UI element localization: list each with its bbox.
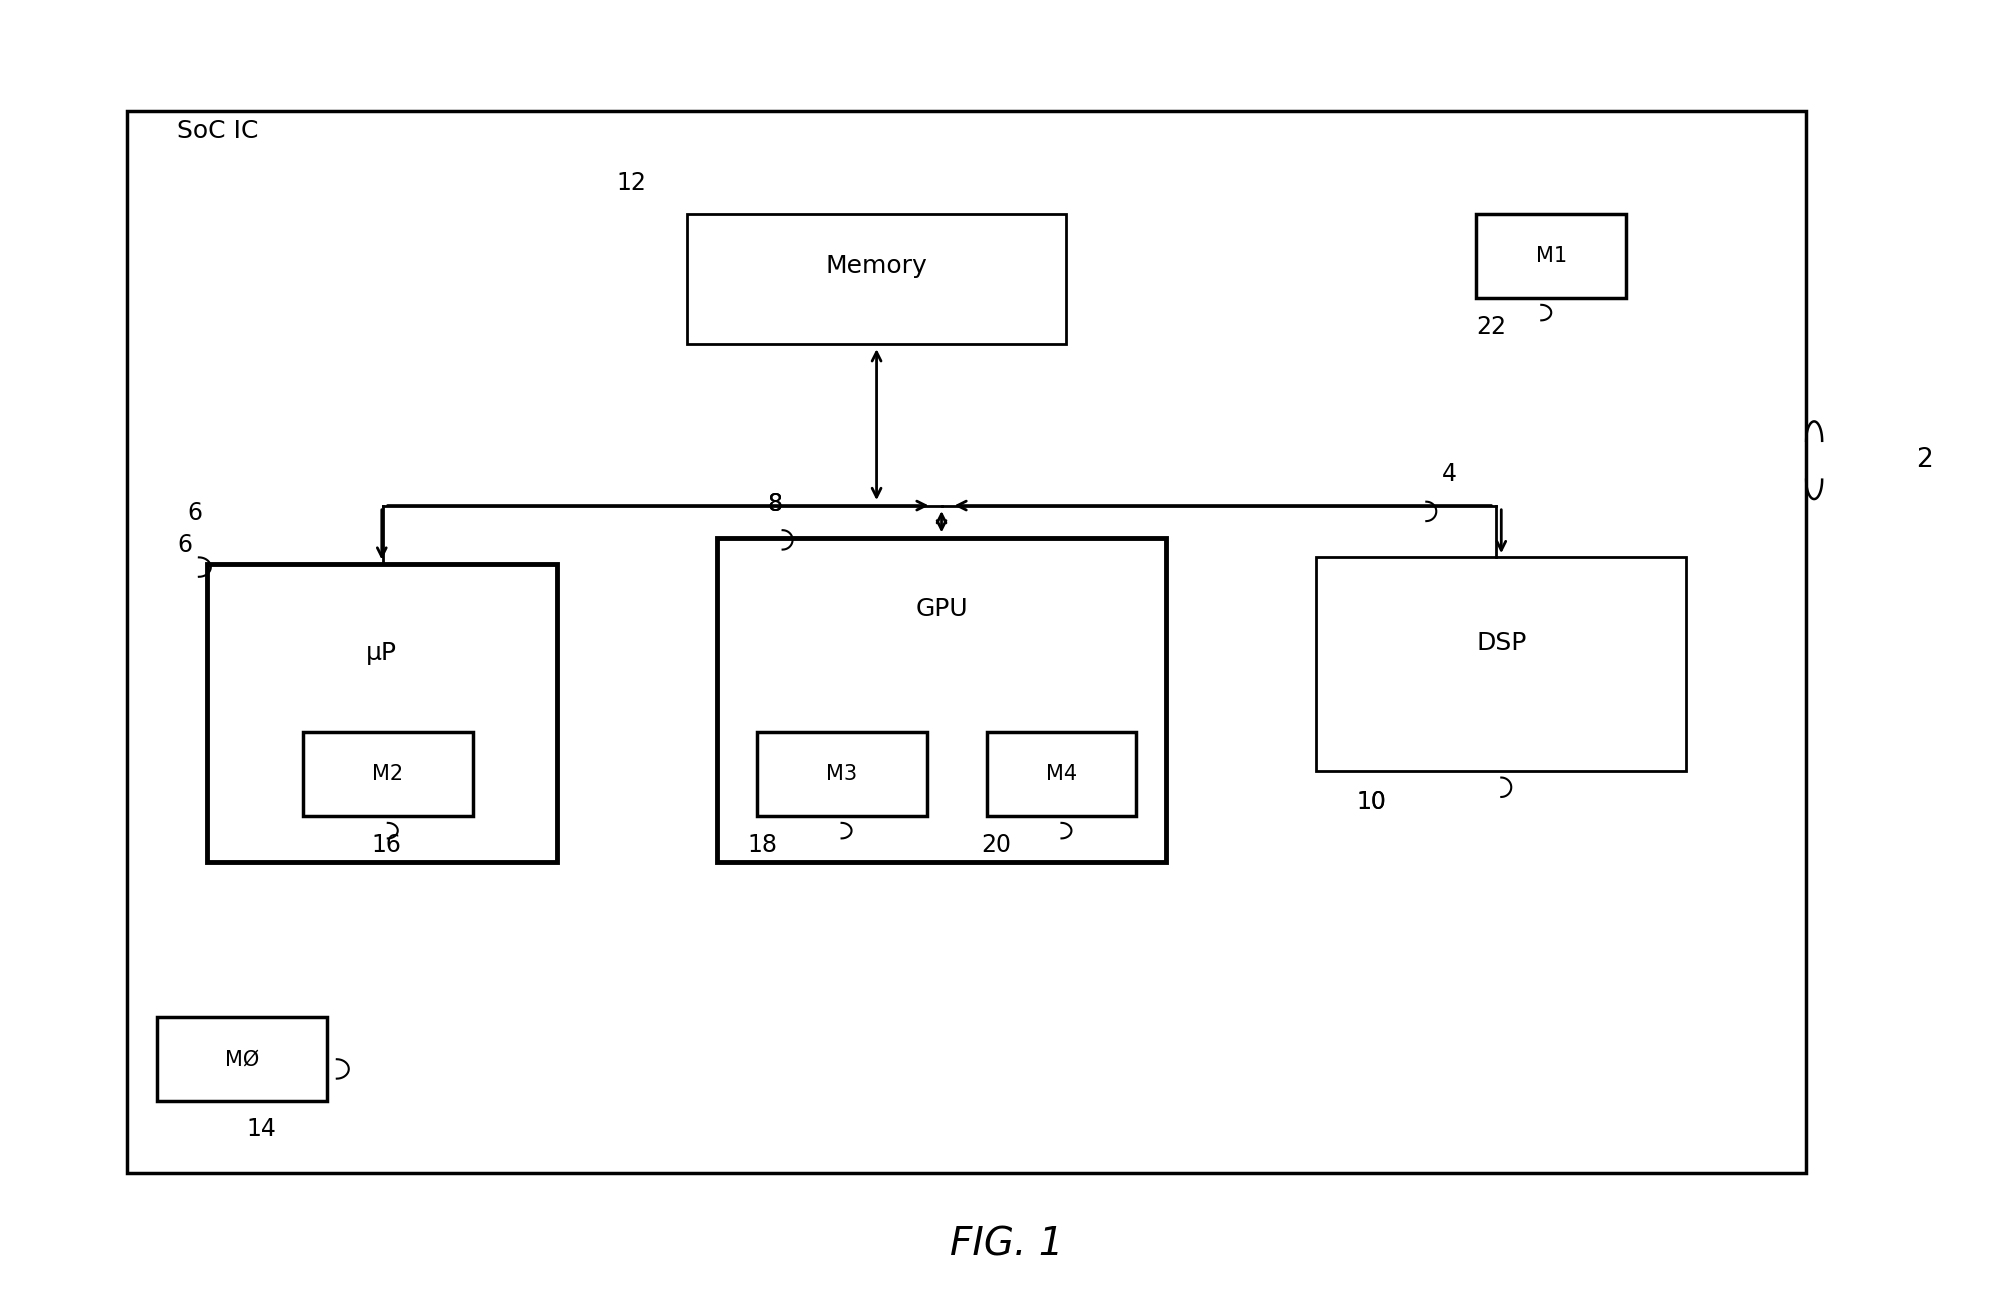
- Text: Memory: Memory: [825, 254, 928, 278]
- Text: FIG. 1: FIG. 1: [950, 1225, 1063, 1263]
- Text: 6: 6: [187, 501, 203, 525]
- Text: 22: 22: [1476, 315, 1506, 339]
- Text: M2: M2: [372, 764, 403, 784]
- Bar: [986, 732, 1137, 817]
- Bar: [1317, 558, 1687, 771]
- Text: MØ: MØ: [225, 1050, 260, 1069]
- Text: 2: 2: [1916, 448, 1932, 474]
- Text: 10: 10: [1357, 791, 1387, 814]
- Text: M1: M1: [1536, 246, 1566, 266]
- Text: 4: 4: [1441, 462, 1457, 486]
- Text: GPU: GPU: [916, 597, 968, 622]
- Bar: [686, 215, 1067, 344]
- Bar: [717, 538, 1166, 861]
- Text: 8: 8: [767, 492, 783, 516]
- Text: M4: M4: [1047, 764, 1077, 784]
- Bar: [207, 564, 558, 861]
- Text: SoC IC: SoC IC: [177, 119, 258, 143]
- Text: M3: M3: [825, 764, 858, 784]
- Bar: [757, 732, 926, 817]
- Text: 18: 18: [747, 834, 777, 857]
- Bar: [1476, 215, 1627, 298]
- Text: 16: 16: [372, 834, 403, 857]
- Text: 10: 10: [1357, 791, 1387, 814]
- Text: DSP: DSP: [1476, 631, 1526, 654]
- Text: μP: μP: [366, 641, 397, 665]
- Bar: [302, 732, 473, 817]
- Bar: [127, 110, 1806, 1173]
- Text: 20: 20: [982, 834, 1011, 857]
- Text: 12: 12: [616, 170, 646, 195]
- Text: 8: 8: [767, 492, 783, 516]
- Bar: [157, 1017, 326, 1101]
- Text: 14: 14: [248, 1117, 276, 1141]
- Text: 6: 6: [177, 533, 193, 558]
